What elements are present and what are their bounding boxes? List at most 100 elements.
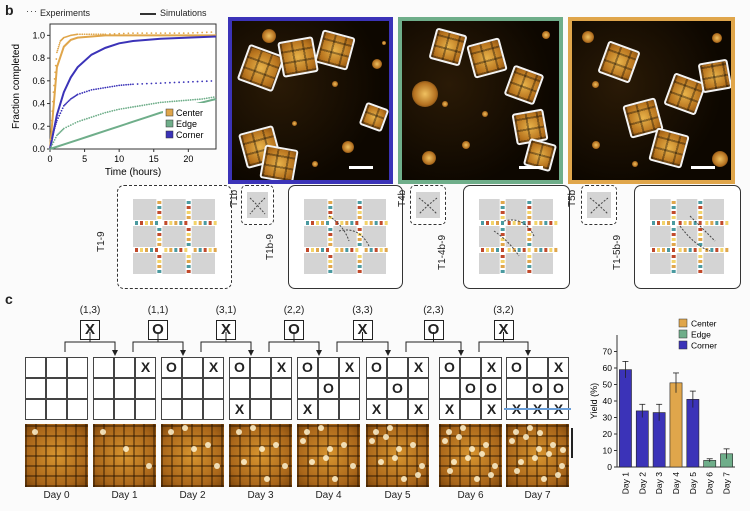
move-arrow [405,341,462,354]
move-arrow-head [112,350,118,356]
schematic-strand [140,221,143,225]
schematic-strand [517,248,521,252]
data-point [134,105,137,108]
schematic-tile [703,253,724,274]
schematic-tile [505,226,527,247]
schematic-strand [698,221,702,225]
data-point [132,106,134,108]
tic-tac-toe-board: X [93,357,156,420]
day-afm-bright-spot [474,476,480,482]
move-coord-label: (3,3) [352,305,373,316]
board-cell: X [548,357,569,378]
schematic-strand [350,248,354,252]
mini-schematic-t4b [410,185,446,225]
schematic-label-t1-9: T1-9 [96,231,107,252]
day-label: Day 7 [524,490,551,501]
schematic-strand [671,201,676,204]
data-point [115,84,118,87]
schematic-strand [186,255,191,258]
afm-origami-tile [358,101,389,133]
schematic-tile [676,226,698,247]
data-point [83,33,86,36]
mini-linker [589,197,609,215]
schematic-strand [157,243,162,246]
data-point [152,102,155,105]
data-point [125,107,127,109]
day-afm-bright-spot [383,434,389,440]
schematic-strand [357,216,362,219]
afm-origami-tile [597,40,641,84]
data-point [102,33,104,36]
schematic-strand [198,221,202,225]
series-line-center-simulation [49,34,216,150]
data-point [50,145,53,148]
data-point [159,101,162,104]
data-point [55,58,58,60]
data-point [201,31,204,34]
day-afm-bright-spot [527,425,533,431]
schematic-strand [501,221,504,225]
day-afm-bright-spot [250,425,256,431]
data-point [92,88,95,91]
schematic-tile [703,226,724,247]
data-point [145,32,148,34]
data-point [57,117,59,120]
schematic-strand [157,255,162,258]
schematic-strand [500,216,505,219]
data-point [51,110,54,113]
board-cell [182,399,203,420]
data-point [50,139,53,142]
schematic-strand [379,221,383,225]
schematic-tile [479,253,500,274]
mini-linker [249,197,266,215]
schematic-strand [157,211,162,214]
schematic-strand [379,248,383,252]
data-point [210,80,213,82]
data-point [85,117,88,120]
schematic-tile [532,199,553,220]
schematic-strand [198,248,202,252]
afm-scale-bar [519,166,543,169]
tic-tac-toe-board: OXOOXXX [504,357,571,420]
data-point [113,32,116,35]
data-point [178,32,181,34]
schematic-strand [357,238,362,241]
day-afm-bright-spot [304,429,310,435]
board-cell: X [408,357,429,378]
data-point [129,106,132,109]
schematic-tile [505,253,527,274]
y-tick-label: 20 [603,429,613,439]
schematic-strand [672,221,675,225]
schematic-strand [357,255,362,258]
schematic-linker [503,219,535,237]
data-point [97,33,100,36]
day-afm-bright-spot [241,459,247,465]
schematic-label-t1b: T1b [229,189,240,207]
board-cell [271,399,292,420]
move-arrow-head [180,350,186,356]
schematic-strand [496,248,499,252]
data-point [92,115,95,118]
day-afm-bright-spot [465,455,471,461]
x-tick-label: Day 6 [705,472,715,494]
day-afm-bright-spot [146,463,152,469]
schematic-strand [311,221,314,225]
data-point [198,98,201,101]
board-cell [93,357,114,378]
schematic-tile [650,199,671,220]
data-point [61,128,64,131]
data-point [53,127,56,130]
schematic-strand [357,243,362,246]
schematic-strand [698,216,703,219]
legend-swatch-corner [678,340,688,350]
data-point [56,119,58,122]
board-cell [250,357,271,378]
panel-b-letter: b [5,2,14,18]
board-cell [203,378,224,399]
data-point [62,104,65,107]
data-point [95,88,98,91]
day-afm-bright-spot [259,446,265,452]
mini-schematic-t5b [581,185,617,225]
board-cell [46,378,67,399]
schematic-tile [479,199,500,220]
